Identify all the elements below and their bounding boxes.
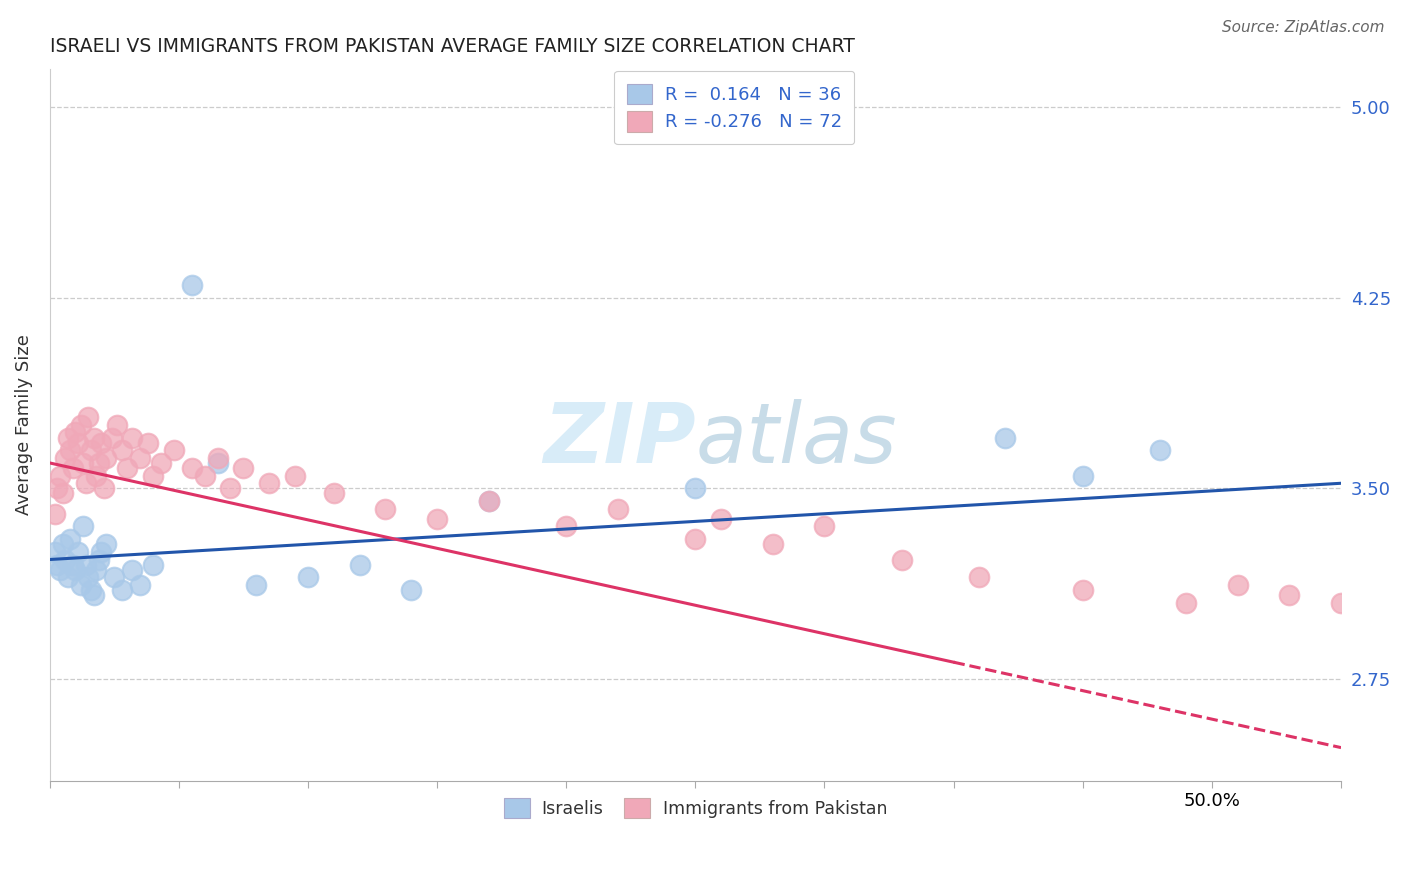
Point bbox=[80, 443, 103, 458]
Point bbox=[62, 558, 84, 572]
Point bbox=[142, 468, 165, 483]
Point bbox=[65, 425, 87, 440]
Point bbox=[115, 461, 138, 475]
Text: ISRAELI VS IMMIGRANTS FROM PAKISTAN AVERAGE FAMILY SIZE CORRELATION CHART: ISRAELI VS IMMIGRANTS FROM PAKISTAN AVER… bbox=[49, 37, 855, 56]
Point bbox=[52, 537, 75, 551]
Point bbox=[180, 278, 202, 293]
Point bbox=[59, 443, 82, 458]
Point bbox=[1175, 596, 1198, 610]
Point bbox=[136, 435, 159, 450]
Point bbox=[813, 519, 835, 533]
Text: Source: ZipAtlas.com: Source: ZipAtlas.com bbox=[1222, 20, 1385, 35]
Point bbox=[93, 481, 115, 495]
Point bbox=[762, 537, 785, 551]
Point bbox=[87, 456, 110, 470]
Point bbox=[245, 578, 267, 592]
Point bbox=[142, 558, 165, 572]
Point bbox=[555, 519, 578, 533]
Point bbox=[84, 563, 107, 577]
Point bbox=[44, 545, 66, 559]
Point bbox=[62, 461, 84, 475]
Point bbox=[69, 578, 91, 592]
Point bbox=[49, 468, 72, 483]
Text: ZIP: ZIP bbox=[543, 399, 696, 480]
Point bbox=[1071, 582, 1094, 597]
Point bbox=[59, 532, 82, 546]
Point bbox=[891, 552, 914, 566]
Point bbox=[374, 501, 396, 516]
Point bbox=[49, 563, 72, 577]
Point bbox=[284, 468, 307, 483]
Point bbox=[606, 501, 628, 516]
Point bbox=[83, 588, 105, 602]
Point bbox=[44, 507, 66, 521]
Point bbox=[72, 456, 94, 470]
Point bbox=[56, 570, 79, 584]
Point bbox=[232, 461, 254, 475]
Point bbox=[969, 570, 991, 584]
Point bbox=[685, 481, 707, 495]
Point bbox=[52, 486, 75, 500]
Point bbox=[399, 582, 422, 597]
Point bbox=[194, 468, 217, 483]
Point bbox=[100, 430, 122, 444]
Point bbox=[207, 456, 229, 470]
Point bbox=[349, 558, 371, 572]
Point bbox=[149, 456, 172, 470]
Point bbox=[83, 430, 105, 444]
Point bbox=[67, 435, 90, 450]
Point bbox=[180, 461, 202, 475]
Point bbox=[478, 494, 501, 508]
Point bbox=[53, 552, 76, 566]
Point bbox=[129, 578, 152, 592]
Point bbox=[322, 486, 344, 500]
Point bbox=[162, 443, 184, 458]
Point bbox=[46, 558, 69, 572]
Point bbox=[90, 545, 112, 559]
Point bbox=[1226, 578, 1249, 592]
Point bbox=[685, 532, 707, 546]
Point bbox=[103, 570, 125, 584]
Y-axis label: Average Family Size: Average Family Size bbox=[15, 334, 32, 516]
Point bbox=[1071, 468, 1094, 483]
Point bbox=[1355, 582, 1378, 597]
Point bbox=[87, 552, 110, 566]
Point bbox=[994, 430, 1017, 444]
Point bbox=[111, 582, 134, 597]
Point bbox=[53, 450, 76, 465]
Point bbox=[111, 443, 134, 458]
Point bbox=[257, 476, 280, 491]
Point bbox=[1149, 443, 1171, 458]
Point bbox=[77, 570, 100, 584]
Point bbox=[121, 563, 143, 577]
Point bbox=[297, 570, 319, 584]
Point bbox=[90, 435, 112, 450]
Point bbox=[710, 512, 733, 526]
Point bbox=[65, 563, 87, 577]
Point bbox=[75, 476, 97, 491]
Point bbox=[75, 558, 97, 572]
Point bbox=[80, 582, 103, 597]
Point bbox=[96, 537, 118, 551]
Point bbox=[105, 417, 128, 432]
Point bbox=[1330, 596, 1353, 610]
Point bbox=[67, 545, 90, 559]
Legend: Israelis, Immigrants from Pakistan: Israelis, Immigrants from Pakistan bbox=[496, 791, 894, 825]
Point bbox=[72, 519, 94, 533]
Point bbox=[84, 468, 107, 483]
Point bbox=[478, 494, 501, 508]
Point bbox=[207, 450, 229, 465]
Point bbox=[96, 450, 118, 465]
Point bbox=[69, 417, 91, 432]
Point bbox=[77, 410, 100, 425]
Point bbox=[129, 450, 152, 465]
Text: atlas: atlas bbox=[696, 399, 897, 480]
Point bbox=[1382, 588, 1405, 602]
Point bbox=[121, 430, 143, 444]
Point bbox=[219, 481, 242, 495]
Point bbox=[46, 481, 69, 495]
Point bbox=[56, 430, 79, 444]
Point bbox=[1278, 588, 1301, 602]
Point bbox=[426, 512, 449, 526]
